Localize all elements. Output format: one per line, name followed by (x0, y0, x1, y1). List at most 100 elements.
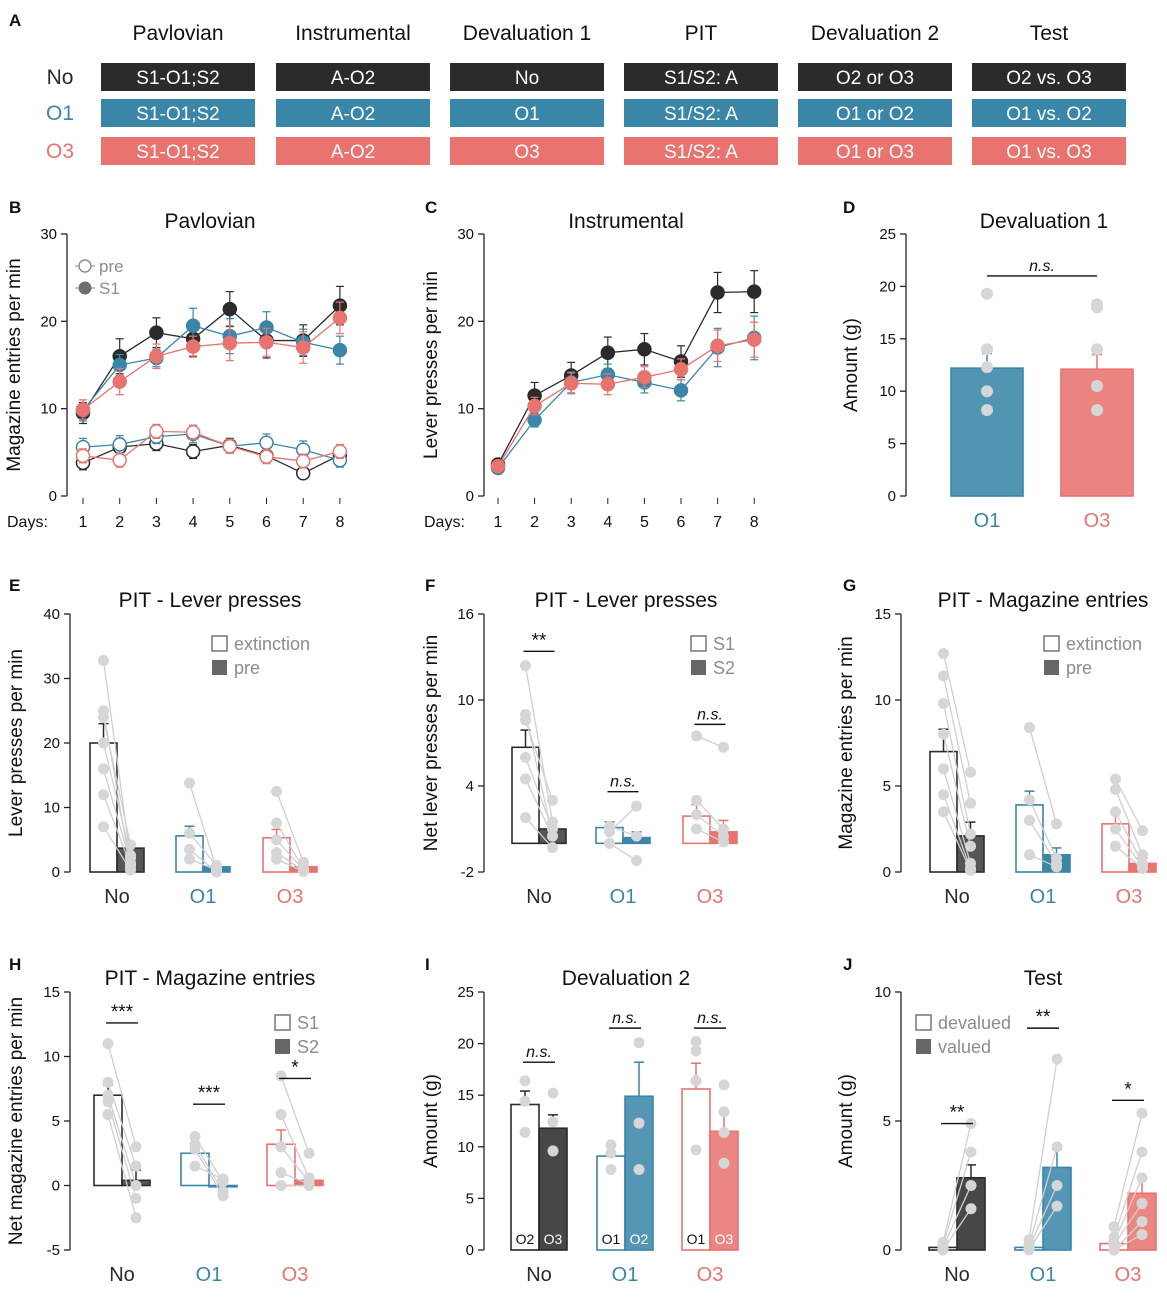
y-tick-label: 10 (457, 1139, 474, 1156)
data-dot (98, 654, 109, 666)
significance-label: ** (1036, 1007, 1051, 1028)
bar-group-O1: O1 O2 (596, 1037, 654, 1251)
data-dot (1136, 1107, 1148, 1119)
x-category-label: O1 (196, 1264, 223, 1286)
bar-group-O3 (1060, 298, 1134, 497)
significance-label: n.s. (1029, 258, 1055, 275)
data-dot (981, 361, 993, 374)
data-dot (981, 385, 993, 398)
data-dot (965, 840, 976, 852)
legend-swatch-open (1043, 635, 1060, 652)
data-dot (633, 1164, 645, 1176)
data-dot (217, 1190, 229, 1202)
pair-line (280, 1114, 310, 1179)
chart-B: B Pavlovian 0 10 20 30 Magazine entries per mi… (4, 198, 348, 531)
schedule-cell (972, 137, 1126, 165)
data-dot (631, 830, 642, 842)
bar-filled (709, 1130, 739, 1251)
data-dot (1091, 343, 1103, 356)
schedule-cell (624, 137, 778, 165)
data-dot (102, 1076, 114, 1088)
x-category-label: O3 (1116, 886, 1143, 908)
data-dot (691, 730, 702, 742)
legend-swatch-filled (275, 1039, 290, 1054)
data-dot (938, 789, 949, 801)
pair-line (1028, 1058, 1058, 1240)
stage-header: Instrumental (295, 22, 411, 45)
y-tick-label: 5 (466, 1190, 474, 1207)
legend-label: S2 (297, 1037, 319, 1057)
y-tick-label: -5 (47, 1242, 60, 1259)
data-dot (98, 737, 109, 749)
schedule-cell (101, 63, 255, 91)
stage-header: Test (1030, 22, 1069, 45)
data-dot (547, 794, 558, 806)
data-dot (981, 343, 993, 356)
schedule-cell-text: No (515, 68, 539, 89)
pair-line (102, 717, 132, 846)
data-point (332, 310, 348, 326)
x-tick-label: 4 (189, 514, 198, 531)
legend-label-pre: pre (99, 257, 124, 276)
data-dot (184, 843, 195, 855)
legend-swatch-open (690, 635, 707, 652)
pair-line (1113, 1177, 1143, 1243)
pair-line (275, 791, 305, 863)
data-dot (718, 1106, 730, 1118)
x-category-label: O1 (612, 1264, 639, 1286)
schedule-cell (624, 99, 778, 127)
x-category-label: O3 (277, 886, 304, 908)
data-point (112, 452, 127, 468)
data-dot (275, 1180, 287, 1191)
schedule-cell-text: A-O2 (331, 68, 375, 89)
data-point (112, 374, 127, 389)
legend-label: S1 (713, 634, 735, 654)
chart-title: PIT - Lever presses (535, 589, 718, 612)
y-axis-label: Lever presses per min (6, 649, 27, 837)
significance-label: * (291, 1057, 299, 1078)
data-point (149, 349, 164, 364)
data-dot (184, 827, 195, 839)
legend-swatch-filled (212, 660, 227, 675)
data-dot (520, 812, 531, 824)
pair-line (524, 757, 554, 830)
pair-line (942, 734, 972, 847)
bar-open (180, 1152, 210, 1187)
data-dot (547, 830, 558, 842)
legend-swatch-filled (1044, 660, 1059, 675)
data-dot (605, 1139, 617, 1151)
pair-line (696, 814, 724, 837)
data-dot (275, 1109, 287, 1121)
y-axis-label: Amount (g) (841, 318, 862, 412)
data-dot (1023, 1244, 1035, 1256)
schedule-cell (798, 63, 952, 91)
data-point (222, 301, 238, 317)
pair-line (189, 832, 217, 866)
data-dot (633, 1037, 645, 1049)
chart-title: Devaluation 1 (980, 210, 1108, 233)
legend-label: S2 (713, 658, 735, 678)
x-tick-label: 3 (152, 514, 161, 531)
data-dot (102, 1038, 114, 1050)
data-point (185, 444, 201, 459)
pair-line (107, 1095, 137, 1186)
legend-label: pre (1066, 658, 1092, 678)
significance-label: ** (950, 1103, 965, 1124)
schedule-cell-text: S1/S2: A (664, 68, 738, 89)
data-point (112, 437, 127, 452)
stage-header: Pavlovian (132, 22, 223, 45)
data-dot (631, 800, 642, 812)
pair-line (942, 1151, 972, 1246)
y-tick-label: 4 (466, 778, 474, 795)
y-tick-label: 15 (457, 1087, 474, 1104)
x-category-label: No (526, 1264, 552, 1286)
data-point (259, 449, 274, 464)
data-dot (547, 1116, 559, 1128)
pair-line (1114, 789, 1144, 856)
y-tick-label: 25 (879, 226, 896, 243)
data-dot (937, 1244, 949, 1256)
group-label-No: No (47, 66, 74, 89)
y-tick-label: 10 (43, 1049, 60, 1066)
data-dot (691, 794, 702, 806)
legend-marker-filled (78, 281, 92, 295)
